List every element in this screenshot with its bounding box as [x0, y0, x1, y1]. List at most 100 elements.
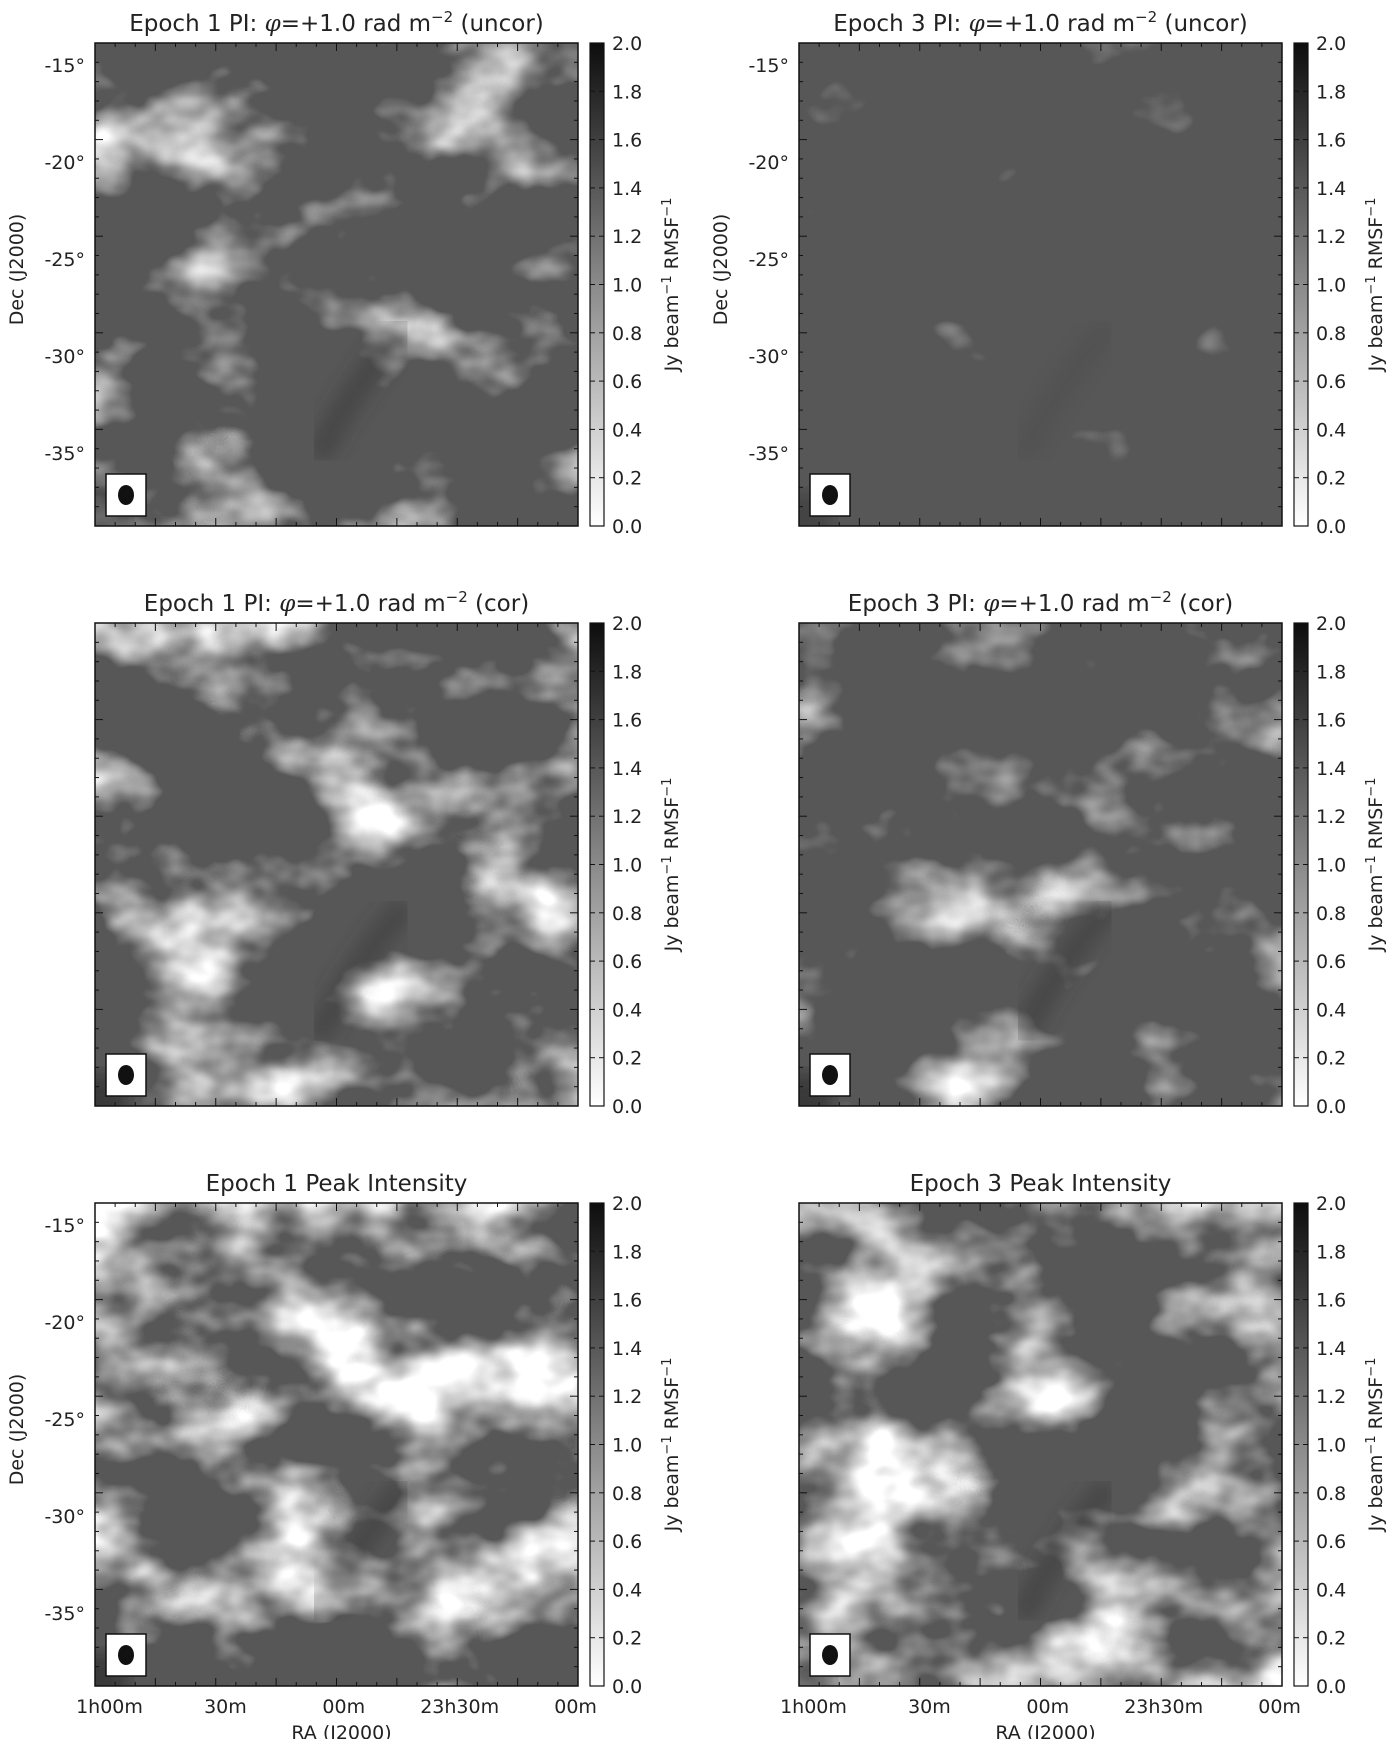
colorbar-tick-label: 1.6 [1316, 1290, 1346, 1312]
dec-tick-label: -15° [44, 55, 85, 77]
map-ticks [799, 623, 1282, 1106]
colorbar-tick-label: 0.2 [1316, 468, 1346, 490]
dec-tick-label: -25° [44, 1409, 85, 1431]
map-ticks [799, 43, 1282, 526]
colorbar-tick-label: 2.0 [612, 1193, 642, 1215]
ra-axis-label: RA (J2000) [995, 1722, 1095, 1739]
dec-tick-label: -35° [748, 443, 789, 465]
colorbar-tick-label: 1.2 [1316, 806, 1346, 828]
map-image [95, 623, 578, 1106]
colorbar-tick-label: 0.6 [1316, 1531, 1346, 1553]
colorbar-tick-label: 1.2 [612, 806, 642, 828]
colorbar-tick-label: 0.0 [1316, 1676, 1346, 1698]
colorbar-tick-label: 2.0 [1316, 33, 1346, 55]
beam-marker [809, 1053, 851, 1097]
colorbar-tick-label: 0.2 [1316, 1048, 1346, 1070]
panel-title: Epoch 3 PI: φ=+1.0 rad m−2 (uncor) [833, 8, 1248, 37]
colorbar-tick-label: 1.2 [612, 226, 642, 248]
colorbar-tick-label: 2.0 [1316, 613, 1346, 635]
ra-axis-label: RA (J2000) [291, 1722, 391, 1739]
colorbar-tick-label: 0.8 [612, 323, 642, 345]
beam-marker [105, 1053, 147, 1097]
colorbar-tick-label: 1.2 [612, 1386, 642, 1408]
colorbar-tick-label: 0.4 [612, 419, 642, 441]
panel-title: Epoch 3 PI: φ=+1.0 rad m−2 (cor) [848, 588, 1233, 617]
colorbar-tick-label: 1.0 [612, 1435, 642, 1457]
dec-tick-label: -20° [44, 152, 85, 174]
map-ticks [95, 623, 578, 1106]
ra-tick-label: 00m [322, 1696, 365, 1718]
colorbar: 0.0 0.2 0.4 0.6 0.8 1.0 1.2 1.4 1.6 1.8 2.0 Jy beam… [1293, 613, 1387, 1118]
colorbar-tick-label: 1.6 [612, 710, 642, 732]
colorbar-tick-label: 1.8 [1316, 661, 1346, 683]
colorbar-label: Jy beam−1 RMSF−1 [1364, 198, 1388, 373]
panel-title: Epoch 1 PI: φ=+1.0 rad m−2 (cor) [144, 588, 529, 617]
colorbar-tick-label: 0.0 [612, 1676, 642, 1698]
map-image [95, 43, 578, 526]
colorbar: 0.0 0.2 0.4 0.6 0.8 1.0 1.2 1.4 1.6 1.8 2.0 Jy beam… [589, 613, 684, 1118]
colorbar-tick-label: 1.4 [1316, 1338, 1346, 1360]
colorbar-tick-label: 1.6 [1316, 710, 1346, 732]
dec-axis-label: Dec (J2000) [6, 1374, 28, 1486]
dec-tick-label: -15° [44, 1215, 85, 1237]
colorbar-tick-label: 1.8 [1316, 81, 1346, 103]
colorbar-label: Jy beam−1 RMSF−1 [1364, 1358, 1388, 1533]
colorbar-tick-label: 2.0 [612, 33, 642, 55]
colorbar-tick-label: 1.6 [612, 130, 642, 152]
beam-marker [105, 1633, 147, 1677]
colorbar-tick-label: 0.2 [612, 1628, 642, 1650]
colorbar-tick-label: 0.8 [1316, 323, 1346, 345]
map-image [95, 1203, 578, 1686]
ra-tick-label: 30m [204, 1696, 247, 1718]
dec-tick-label: -20° [44, 1312, 85, 1334]
colorbar-tick-label: 1.4 [612, 758, 642, 780]
beam-marker [809, 473, 851, 517]
map-ticks [799, 1203, 1282, 1686]
colorbar-tick-label: 0.8 [612, 903, 642, 925]
colorbar-tick-label: 0.0 [612, 516, 642, 538]
colorbar-tick-label: 0.0 [1316, 1096, 1346, 1118]
colorbar-tick-label: 0.8 [612, 1483, 642, 1505]
colorbar-tick-label: 1.8 [612, 661, 642, 683]
dec-axis-label: Dec (J2000) [710, 214, 732, 326]
map-panel-e3-cor: Epoch 3 PI: φ=+1.0 rad m−2 (cor) 0.0 0.2 0.… [798, 588, 1387, 1118]
colorbar-tick-label: 1.0 [612, 855, 642, 877]
map-panel-e3-peak: Epoch 3 Peak Intensity 1h00m 30m 00m 23h30m 0… [780, 1171, 1388, 1739]
colorbar-tick-label: 1.4 [612, 178, 642, 200]
map-panel-e3-uncor: Epoch 3 PI: φ=+1.0 rad m−2 (uncor) -15° -2… [710, 8, 1388, 538]
colorbar: 0.0 0.2 0.4 0.6 0.8 1.0 1.2 1.4 1.6 1.8 2.0 Jy beam… [589, 33, 683, 538]
map-ticks [95, 43, 578, 526]
panel-title: Epoch 1 PI: φ=+1.0 rad m−2 (uncor) [129, 8, 544, 37]
colorbar-tick-label: 0.0 [1316, 516, 1346, 538]
panel-title: Epoch 1 Peak Intensity [206, 1171, 468, 1197]
colorbar-label: Jy beam−1 RMSF−1 [660, 778, 684, 953]
colorbar-tick-label: 1.0 [1316, 1435, 1346, 1457]
colorbar-tick-label: 0.4 [1316, 1579, 1346, 1601]
colorbar-tick-label: 1.6 [1316, 130, 1346, 152]
beam-marker [809, 1633, 851, 1677]
ra-tick-label: 23h30m [1124, 1696, 1203, 1718]
dec-tick-label: -30° [748, 346, 789, 368]
dec-tick-label: -25° [748, 249, 789, 271]
map-image [799, 1203, 1282, 1686]
map-image [799, 43, 1282, 526]
colorbar-tick-label: 0.6 [1316, 951, 1346, 973]
colorbar-tick-label: 2.0 [1316, 1193, 1346, 1215]
colorbar: 0.0 0.2 0.4 0.6 0.8 1.0 1.2 1.4 1.6 1.8 2.0 Jy beam… [1293, 33, 1388, 538]
colorbar-tick-label: 1.8 [612, 81, 642, 103]
colorbar: 0.0 0.2 0.4 0.6 0.8 1.0 1.2 1.4 1.6 1.8 2.0 Jy beam… [589, 1193, 684, 1698]
colorbar-tick-label: 0.6 [612, 371, 642, 393]
colorbar-tick-label: 0.4 [612, 1579, 642, 1601]
dec-tick-label: -20° [748, 152, 789, 174]
colorbar-tick-label: 1.6 [612, 1290, 642, 1312]
colorbar-tick-label: 0.2 [1316, 1628, 1346, 1650]
colorbar-label: Jy beam−1 RMSF−1 [660, 1358, 684, 1533]
colorbar-tick-label: 2.0 [612, 613, 642, 635]
colorbar-tick-label: 0.2 [612, 468, 642, 490]
dec-tick-label: -35° [44, 443, 85, 465]
colorbar-tick-label: 0.6 [612, 951, 642, 973]
ra-tick-label: 00m [1026, 1696, 1069, 1718]
dec-tick-label: -25° [44, 249, 85, 271]
colorbar-tick-label: 1.2 [1316, 226, 1346, 248]
